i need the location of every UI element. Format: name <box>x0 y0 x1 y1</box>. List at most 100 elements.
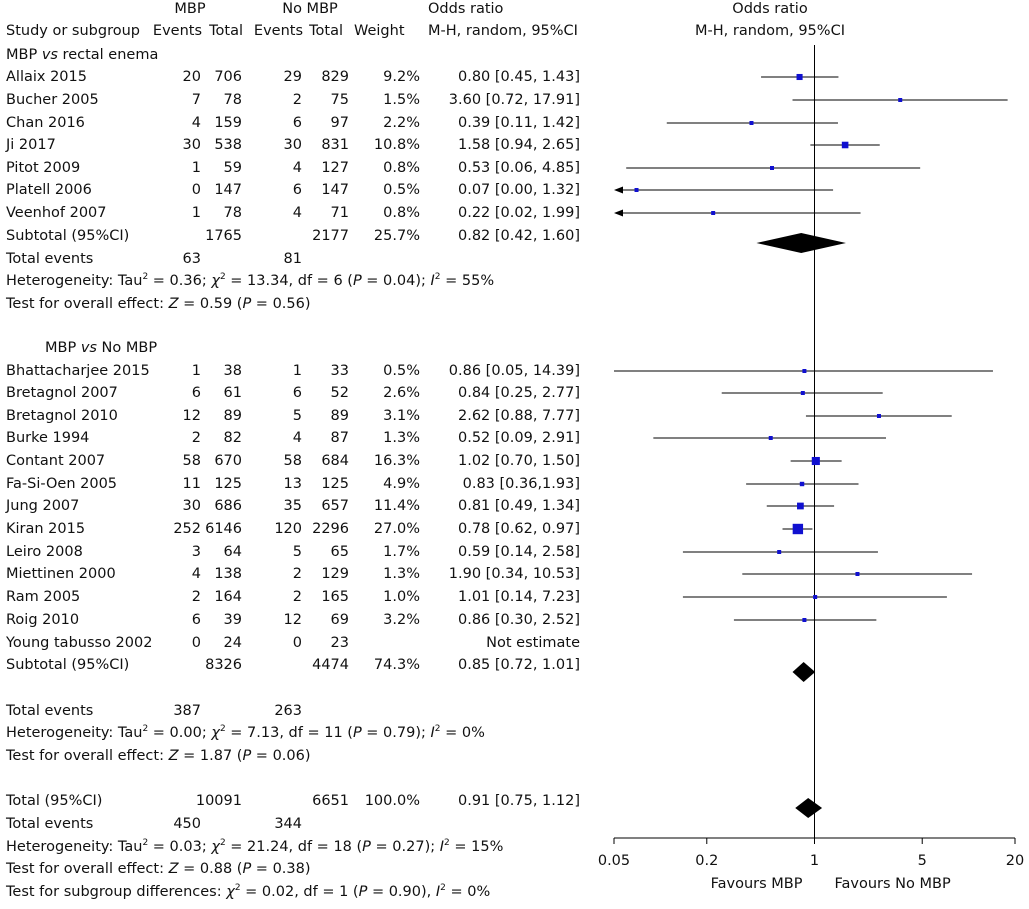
z-symbol: Z <box>168 861 179 877</box>
study-marker <box>898 98 903 102</box>
events-nombp: 6 <box>292 385 302 401</box>
weight: 3.2% <box>383 612 420 628</box>
study-marker <box>634 188 639 192</box>
study-marker <box>797 502 804 510</box>
weight: 1.5% <box>383 92 420 108</box>
total-nombp: 23 <box>330 635 349 651</box>
odds-ratio-ci: 0.52 [0.09, 2.91] <box>458 430 580 446</box>
chi-symbol: χ <box>211 273 220 289</box>
subtotal-total-mbp: 1765 <box>205 228 242 244</box>
events-mbp: 30 <box>182 137 201 153</box>
weight: 9.2% <box>383 69 420 85</box>
favours-right-label: Favours No MBP <box>835 876 951 892</box>
header-no-mbp: No MBP <box>282 1 338 17</box>
weight: 3.1% <box>383 408 420 424</box>
weight: 1.3% <box>383 430 420 446</box>
superscript: 2 <box>142 724 149 734</box>
study-marker <box>841 141 849 149</box>
study-name: Leiro 2008 <box>6 544 83 560</box>
total-nombp: 52 <box>330 385 349 401</box>
total-mbp: 147 <box>214 182 242 198</box>
subgroup-heading-vs: vs <box>80 340 97 356</box>
p-symbol: P <box>242 748 252 764</box>
study-marker <box>813 595 818 599</box>
events-mbp: 4 <box>191 566 201 582</box>
text: = 0.04); <box>361 273 431 289</box>
text: Heterogeneity: Tau <box>6 273 143 289</box>
odds-ratio-ci: 0.86 [0.30, 2.52] <box>458 612 580 628</box>
subtotal-total-nombp: 2177 <box>312 228 349 244</box>
weight: 11.4% <box>373 498 420 514</box>
text: = 13.34, df = 6 ( <box>225 273 353 289</box>
weight: 1.0% <box>383 589 420 605</box>
text: = 0% <box>440 725 485 741</box>
text: = 21.24, df = 18 ( <box>225 839 363 855</box>
study-marker <box>802 618 807 622</box>
study-name: Bretagnol 2010 <box>6 408 118 424</box>
superscript: 2 <box>219 724 226 734</box>
events-nombp: 13 <box>283 476 302 492</box>
text: = 0.90), <box>367 884 436 900</box>
total-mbp: 39 <box>223 612 242 628</box>
study-marker <box>800 391 805 395</box>
events-mbp: 11 <box>182 476 201 492</box>
header-total-mbp: Total <box>209 23 243 39</box>
subtotal-total-nombp: 4474 <box>312 657 349 673</box>
ci-arrow <box>614 186 623 194</box>
weight: 2.6% <box>383 385 420 401</box>
study-marker <box>811 456 820 466</box>
overall-effect-test: Test for overall effect: Z = 0.88 (P = 0… <box>6 860 311 878</box>
text: = 0.06) <box>251 748 311 764</box>
text: = 0.56) <box>251 296 311 312</box>
p-symbol: P <box>362 839 371 855</box>
x-tick-label: 0.05 <box>598 853 630 869</box>
subtotal-label: Total (95%CI) <box>6 793 103 809</box>
total-nombp: 831 <box>321 137 349 153</box>
text: = 0.38) <box>251 861 311 877</box>
events-nombp: 58 <box>283 453 302 469</box>
text: Test for subgroup differences: <box>6 884 227 900</box>
events-nombp: 30 <box>283 137 302 153</box>
total-events-label: Total events <box>6 816 94 832</box>
events-nombp: 0 <box>292 635 302 651</box>
events-nombp: 6 <box>292 182 302 198</box>
study-name: Bhattacharjee 2015 <box>6 363 150 379</box>
weight: 1.3% <box>383 566 420 582</box>
favours-left-label: Favours MBP <box>711 876 803 892</box>
subgroup-heading-left: MBP <box>6 47 42 63</box>
odds-ratio-ci: 2.62 [0.88, 7.77] <box>458 408 580 424</box>
study-name: Miettinen 2000 <box>6 566 116 582</box>
subgroup-difference-test: Test for subgroup differences: χ2 = 0.02… <box>6 883 490 901</box>
superscript: 2 <box>444 838 450 848</box>
study-marker <box>792 523 804 535</box>
total-nombp: 87 <box>330 430 349 446</box>
study-name: Kiran 2015 <box>6 521 86 537</box>
odds-ratio-ci: 1.58 [0.94, 2.65] <box>458 137 580 153</box>
study-name: Burke 1994 <box>6 430 90 446</box>
summary-diamond <box>795 798 823 818</box>
subtotal-total-mbp: 10091 <box>195 793 242 809</box>
events-mbp: 7 <box>191 92 201 108</box>
total-nombp: 147 <box>321 182 349 198</box>
study-marker <box>777 550 782 554</box>
events-mbp: 0 <box>191 635 201 651</box>
text: = 15% <box>449 839 504 855</box>
odds-ratio-ci: 0.22 [0.02, 1.99] <box>458 205 580 221</box>
total-events-nombp: 81 <box>283 251 302 267</box>
text: = 55% <box>440 273 495 289</box>
odds-ratio-ci: Not estimate <box>486 635 580 651</box>
text: = 7.13, df = 11 ( <box>225 725 353 741</box>
subtotal-total-mbp: 8326 <box>205 657 242 673</box>
header-study: Study or subgroup <box>6 23 140 39</box>
overall-effect-test: Test for overall effect: Z = 0.59 (P = 0… <box>6 295 311 313</box>
study-name: Pitot 2009 <box>6 160 81 176</box>
events-nombp: 2 <box>292 92 302 108</box>
total-mbp: 159 <box>214 115 242 131</box>
total-nombp: 125 <box>321 476 349 492</box>
events-mbp: 1 <box>191 160 201 176</box>
text: = 0.00; <box>148 725 212 741</box>
events-mbp: 1 <box>191 363 201 379</box>
subgroup-heading: MBP vs No MBP <box>45 339 157 357</box>
study-marker <box>711 211 716 215</box>
